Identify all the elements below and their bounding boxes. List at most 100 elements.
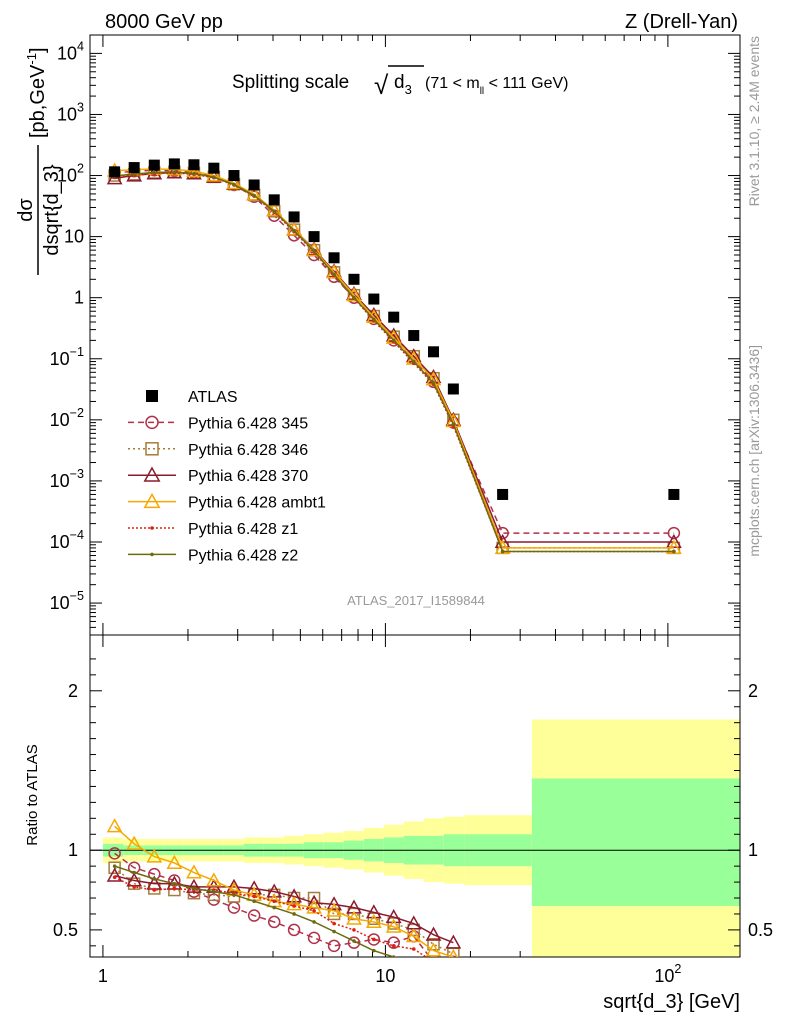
x-tick-label: 1 (98, 966, 108, 986)
y-tick-label: 10−3 (50, 467, 84, 491)
data-point (365, 913, 382, 928)
data-point (172, 170, 177, 174)
data-point (145, 442, 159, 456)
data-point (232, 182, 236, 187)
data-point (385, 918, 402, 933)
data-point (128, 162, 140, 174)
mc-series-line (114, 171, 674, 543)
plot-title: Splitting scale (232, 72, 349, 93)
data-point (497, 488, 509, 500)
y-tick-label: 10−5 (50, 589, 84, 613)
data-point (367, 933, 381, 946)
data-point (252, 193, 256, 198)
data-point (226, 175, 242, 190)
data-point (668, 488, 680, 500)
data-point (346, 910, 362, 925)
data-point (286, 896, 302, 911)
legend-entry: Pythia 6.428 ambt1 (128, 492, 326, 512)
legend-entry: ATLAS (146, 389, 238, 406)
data-point (411, 947, 416, 951)
data-point (352, 295, 356, 300)
data-point (332, 921, 336, 926)
ratio-tick-label: 0.5 (53, 920, 78, 940)
data-point (292, 912, 296, 916)
data-point (306, 899, 322, 914)
data-point (411, 359, 416, 364)
mcplots-label: mcplots.cern.ch [arXiv:1306.3436] (746, 345, 762, 557)
data-point (412, 960, 416, 964)
data-point (150, 552, 154, 557)
data-point (451, 422, 456, 426)
ratio-series (106, 818, 462, 964)
data-point (192, 171, 196, 176)
stat-uncertainty-bin (531, 778, 740, 906)
data-point (672, 549, 676, 554)
data-point (352, 928, 356, 932)
x-axis-label: sqrt{d_3} [GeV] (603, 991, 740, 1013)
data-point (500, 549, 505, 554)
legend-entry: Pythia 6.428 z2 (128, 547, 298, 564)
y-tick-label: 103 (57, 100, 84, 124)
y-label-numerator: dσ (15, 198, 37, 222)
data-point (368, 293, 380, 305)
mc-series-line (114, 171, 674, 553)
data-point (168, 158, 180, 170)
data-series (109, 158, 680, 500)
uncertainty-band (102, 719, 740, 957)
plot-title-main: Splitting scale (232, 72, 349, 93)
y-label-units: [pb,GeV-1] (24, 47, 49, 138)
mc-ratio-series (112, 875, 436, 964)
plot-title-sqrt: √ (374, 70, 389, 100)
data-point (228, 170, 240, 182)
x-tick-label: 102 (654, 962, 681, 986)
y-tick-label: 10 (64, 227, 84, 247)
data-point (106, 818, 123, 833)
data-point (432, 960, 436, 964)
energy-label: 8000 GeV pp (105, 11, 223, 33)
data-point (308, 231, 320, 243)
data-point (272, 905, 277, 910)
rivet-version-label: Rivet 3.1.10, ≥ 2.4M events (746, 36, 762, 206)
data-point (188, 159, 200, 171)
data-point (391, 944, 396, 948)
data-point (168, 874, 181, 887)
data-point (166, 854, 183, 869)
data-point (372, 937, 376, 942)
data-point (408, 330, 420, 342)
data-point (332, 929, 336, 934)
data-point (106, 170, 123, 185)
data-point (143, 492, 161, 509)
legend-label: Pythia 6.428 345 (188, 415, 308, 432)
plot-title-range: (71 < mll < 111 GeV) (425, 75, 568, 97)
x-tick-label: 10 (375, 966, 395, 986)
data-point (247, 909, 261, 922)
data-point (425, 942, 442, 957)
legend-entry: Pythia 6.428 345 (128, 415, 308, 432)
data-point (232, 893, 236, 897)
y-tick-label: 102 (57, 162, 84, 186)
data-point (212, 889, 216, 894)
data-point (143, 466, 161, 482)
data-point (108, 847, 121, 860)
data-point (146, 848, 163, 863)
data-point (367, 912, 381, 925)
mc-ratio-line (114, 874, 454, 944)
data-point (372, 317, 376, 322)
data-point (326, 902, 342, 917)
data-point (272, 899, 277, 904)
data-point (385, 909, 402, 924)
data-point (205, 872, 222, 887)
mc-ratio-line (114, 865, 397, 957)
y-tick-label: 104 (57, 39, 84, 63)
data-point (312, 920, 316, 924)
data-point (306, 242, 322, 257)
ratio-tick-label: 2 (68, 681, 78, 701)
data-point (205, 167, 222, 182)
data-point (449, 955, 458, 957)
legend-label: ATLAS (188, 389, 238, 406)
legend-label: Pythia 6.428 z2 (188, 547, 298, 564)
legend-label: Pythia 6.428 z1 (188, 521, 298, 538)
y-tick-label: 10−1 (50, 345, 84, 369)
data-point (429, 955, 438, 957)
data-point (112, 864, 117, 868)
